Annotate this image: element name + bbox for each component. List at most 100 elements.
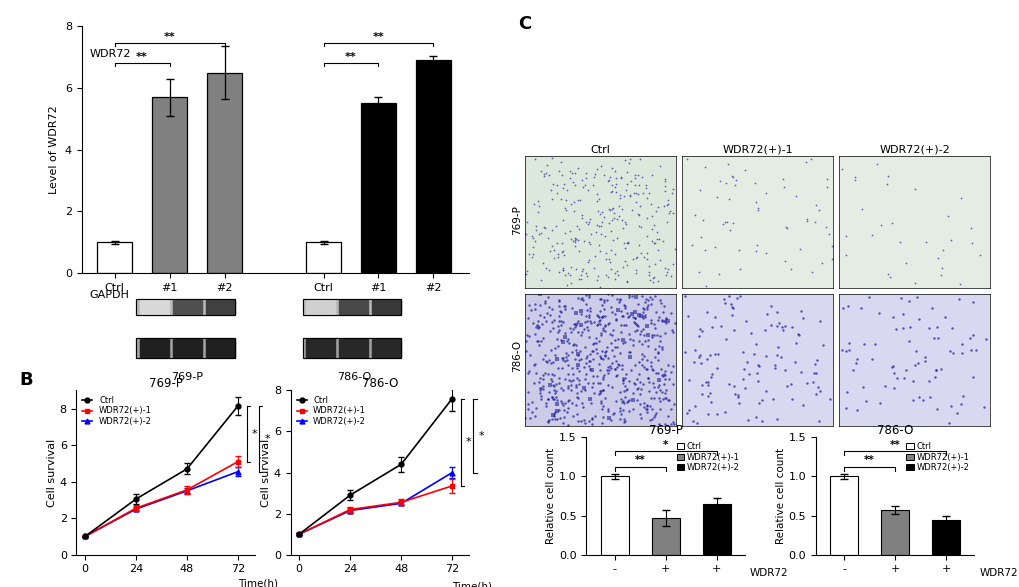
Point xyxy=(615,191,632,200)
Point xyxy=(528,322,544,331)
Point xyxy=(578,291,594,300)
Point xyxy=(608,266,625,276)
Point xyxy=(550,297,567,306)
Point xyxy=(731,245,747,255)
Point xyxy=(564,364,580,373)
Point xyxy=(716,407,733,416)
Point xyxy=(620,237,636,247)
Point xyxy=(543,358,559,367)
Point xyxy=(592,353,608,363)
Point xyxy=(616,257,633,266)
Point xyxy=(925,333,942,343)
Point xyxy=(593,328,609,338)
Point xyxy=(598,271,614,280)
Point xyxy=(611,407,628,416)
Point xyxy=(642,200,658,209)
Point xyxy=(570,380,586,389)
Bar xyxy=(136,338,234,357)
Point xyxy=(807,201,823,210)
Point xyxy=(576,362,592,372)
Point xyxy=(591,313,607,322)
Text: **: ** xyxy=(372,32,384,42)
Point xyxy=(655,369,672,378)
Point xyxy=(887,325,903,334)
Point xyxy=(550,325,567,335)
Point xyxy=(794,313,810,322)
Point xyxy=(594,312,610,322)
Point xyxy=(590,336,606,346)
Point xyxy=(553,363,570,373)
Point xyxy=(643,415,659,424)
Point xyxy=(570,274,586,284)
Point xyxy=(526,411,542,421)
Point xyxy=(748,240,764,249)
Point xyxy=(595,385,611,394)
Point xyxy=(975,402,991,411)
Point xyxy=(565,411,581,421)
Point xyxy=(546,343,562,353)
Point xyxy=(883,312,900,322)
Point xyxy=(666,244,683,254)
Point xyxy=(629,375,645,384)
Point xyxy=(642,393,658,403)
Point xyxy=(588,333,604,343)
Point xyxy=(774,174,791,184)
Point xyxy=(569,164,585,173)
Point xyxy=(591,388,607,397)
Point xyxy=(568,318,584,328)
Point xyxy=(855,339,871,349)
Point xyxy=(566,339,582,349)
Point xyxy=(595,325,611,334)
Point xyxy=(592,221,608,231)
Point xyxy=(542,374,558,383)
Point xyxy=(527,299,543,309)
Point xyxy=(543,376,559,386)
Point xyxy=(602,245,619,255)
Point xyxy=(594,402,610,411)
Point xyxy=(613,397,630,406)
Point xyxy=(556,301,573,311)
Point xyxy=(953,340,969,349)
Point xyxy=(541,380,557,389)
Point xyxy=(597,346,613,356)
Point xyxy=(808,355,824,365)
Point xyxy=(549,252,566,262)
Point xyxy=(615,238,632,248)
Point xyxy=(548,238,565,247)
Point xyxy=(569,293,585,302)
Point xyxy=(625,188,641,197)
Point xyxy=(642,275,658,285)
Point xyxy=(588,221,604,230)
Point xyxy=(591,282,607,292)
Point xyxy=(567,234,583,243)
Point xyxy=(662,308,679,318)
Point xyxy=(606,173,623,183)
Point xyxy=(608,271,625,280)
Point xyxy=(618,185,634,195)
Point xyxy=(938,211,955,220)
Point xyxy=(568,393,584,402)
Point xyxy=(556,271,573,280)
Point xyxy=(547,222,564,231)
Point xyxy=(690,331,706,340)
Point xyxy=(526,360,542,369)
Point xyxy=(606,309,623,319)
Bar xyxy=(880,510,908,555)
Point xyxy=(638,304,654,313)
Point xyxy=(644,273,660,282)
Point xyxy=(596,393,612,403)
Point xyxy=(914,395,930,404)
Point xyxy=(554,183,571,192)
Point xyxy=(537,399,553,408)
Point xyxy=(747,197,763,207)
Point xyxy=(657,270,674,279)
Point xyxy=(814,340,830,349)
Point xyxy=(582,318,598,328)
Point xyxy=(643,237,659,246)
Point xyxy=(717,178,734,187)
Point xyxy=(614,262,631,272)
Point xyxy=(578,168,594,178)
Point xyxy=(725,218,741,228)
Point xyxy=(560,323,577,332)
Point xyxy=(642,362,658,371)
